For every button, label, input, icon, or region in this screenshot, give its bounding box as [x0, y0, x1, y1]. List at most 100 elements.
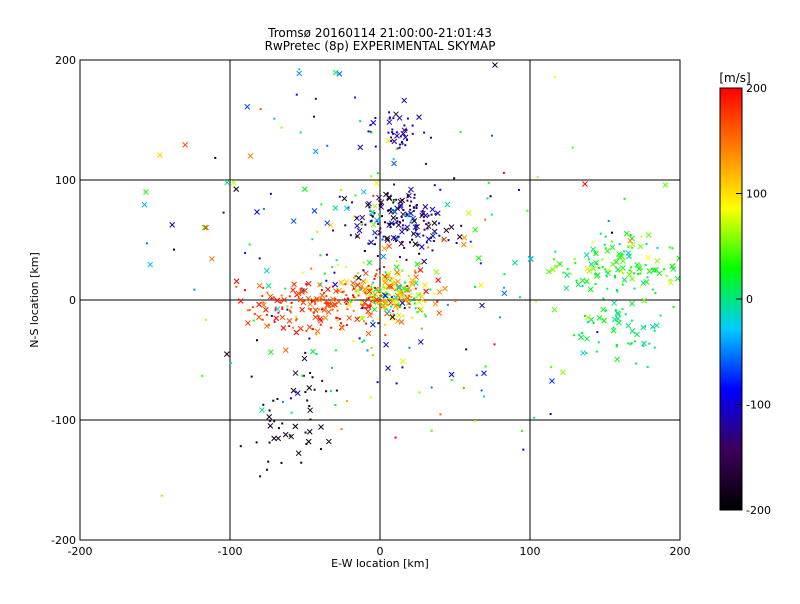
data-point-cross: [433, 269, 440, 275]
data-point-dot: [334, 403, 337, 406]
data-point-dot: [376, 172, 379, 175]
data-point-cross: [501, 290, 508, 297]
data-point-dot: [229, 362, 232, 365]
data-point-dot: [470, 245, 473, 248]
data-point-dot: [389, 136, 392, 139]
data-point-dot: [369, 220, 372, 223]
data-point-cross: [387, 300, 394, 306]
data-point-dot: [331, 308, 334, 311]
data-point-dot: [398, 298, 401, 301]
data-point-dot: [687, 267, 689, 269]
data-point-dot: [438, 234, 441, 237]
data-point-cross: [343, 205, 350, 212]
data-point-cross: [330, 296, 336, 303]
data-point-dot: [427, 214, 430, 217]
data-point-dot: [280, 126, 283, 129]
data-point-dot: [251, 306, 254, 309]
data-point-dot: [345, 302, 348, 305]
data-point-dot: [340, 188, 343, 191]
data-point-cross: [583, 278, 590, 285]
data-point-cross: [336, 71, 343, 77]
data-point-dot: [403, 124, 406, 127]
data-point-dot: [277, 311, 280, 314]
data-point-dot: [267, 324, 270, 327]
data-point-cross: [394, 132, 400, 139]
data-point-dot: [387, 131, 390, 134]
data-point-dot: [427, 221, 430, 224]
data-point-cross: [233, 278, 240, 285]
data-point-cross: [390, 280, 396, 287]
data-point-cross: [292, 423, 299, 430]
data-point-dot: [269, 192, 272, 195]
data-point-dot: [378, 230, 381, 233]
data-point-cross: [346, 315, 353, 321]
data-point-dot: [380, 203, 383, 206]
data-point-dot: [414, 307, 417, 310]
data-point-dot: [601, 265, 604, 268]
data-point-dot: [646, 365, 649, 368]
data-point-dot: [639, 286, 642, 289]
data-point-cross: [310, 348, 316, 355]
data-point-dot: [399, 305, 402, 308]
data-point-dot: [503, 286, 506, 289]
data-point-cross: [384, 237, 391, 243]
data-point-cross: [299, 306, 306, 313]
data-point-dot: [369, 299, 372, 302]
data-point-dot: [569, 272, 572, 275]
data-point-dot: [352, 216, 355, 219]
data-point-dot: [366, 297, 369, 300]
data-point-dot: [397, 302, 400, 305]
data-point-dot: [585, 352, 588, 355]
data-point-dot: [388, 222, 391, 225]
data-point-dot: [522, 448, 525, 451]
data-point-dot: [332, 229, 335, 232]
data-point-dot: [319, 448, 322, 451]
data-point-dot: [145, 242, 148, 245]
data-point-cross: [201, 224, 208, 231]
data-point-dot: [336, 319, 339, 322]
data-point-dot: [413, 302, 416, 305]
data-point-dot: [413, 193, 416, 196]
data-point-dot: [359, 289, 362, 292]
colorbar-tick-label: -100: [746, 399, 771, 412]
data-point-cross: [247, 153, 254, 159]
x-tick-label: 0: [377, 545, 384, 558]
data-point-dot: [423, 313, 426, 316]
data-point-dot: [272, 296, 275, 299]
data-point-dot: [390, 305, 393, 308]
data-point-dot: [469, 240, 472, 243]
data-point-dot: [370, 219, 373, 222]
data-point-cross: [311, 207, 318, 214]
data-point-dot: [268, 409, 271, 412]
data-point-dot: [281, 307, 284, 310]
data-point-cross: [365, 330, 372, 337]
data-point-dot: [368, 206, 371, 209]
data-point-cross: [286, 318, 293, 324]
data-point-dot: [310, 300, 313, 303]
data-point-dot: [381, 215, 384, 218]
data-point-cross: [354, 288, 361, 294]
data-point-cross: [634, 331, 640, 338]
data-point-dot: [252, 319, 255, 322]
data-point-dot: [309, 418, 312, 421]
data-point-cross: [408, 186, 414, 193]
data-point-dot: [323, 272, 326, 275]
data-point-dot: [406, 298, 409, 301]
data-point-dot: [490, 134, 493, 137]
data-point-dot: [460, 224, 463, 227]
data-point-cross: [614, 310, 621, 317]
data-point-dot: [552, 258, 555, 261]
data-point-cross: [479, 302, 485, 309]
data-point-dot: [255, 339, 258, 342]
data-point-dot: [631, 246, 634, 249]
data-point-dot: [374, 286, 377, 289]
colorbar-label: [m/s]: [719, 71, 750, 85]
data-point-cross: [412, 280, 419, 286]
data-point-cross: [626, 271, 633, 278]
data-point-dot: [410, 295, 413, 298]
data-point-dot: [409, 289, 412, 292]
data-point-dot: [393, 183, 396, 186]
data-point-dot: [425, 241, 428, 244]
data-point-dot: [304, 391, 307, 394]
